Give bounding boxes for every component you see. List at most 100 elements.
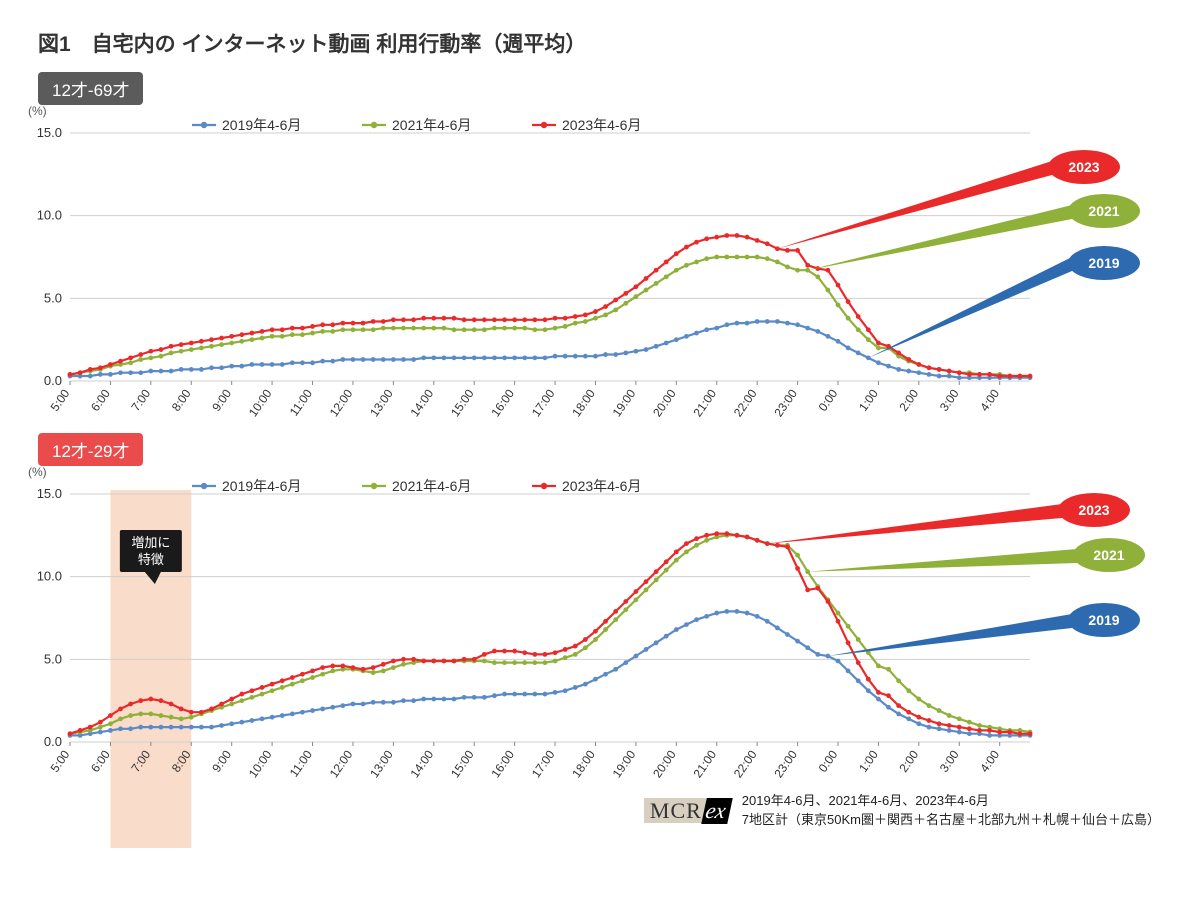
series-marker — [300, 326, 305, 331]
series-marker — [361, 702, 366, 707]
series-marker — [330, 322, 335, 327]
series-marker — [644, 276, 649, 281]
series-marker — [563, 647, 568, 652]
series-marker — [219, 365, 224, 370]
series-marker — [371, 357, 376, 362]
series-marker — [290, 711, 295, 716]
series-marker — [452, 316, 457, 321]
series-marker — [543, 355, 548, 360]
series-marker — [441, 659, 446, 664]
series-marker — [219, 336, 224, 341]
series-marker — [260, 362, 265, 367]
series-marker — [553, 659, 558, 664]
x-tick-label: 18:00 — [569, 747, 598, 780]
y-unit-label: (%) — [28, 104, 47, 118]
series-marker — [189, 715, 194, 720]
series-marker — [623, 350, 628, 355]
series-marker — [431, 316, 436, 321]
series-marker — [603, 312, 608, 317]
series-marker — [411, 657, 416, 662]
series-marker — [997, 730, 1002, 735]
series-marker — [957, 730, 962, 735]
series-marker — [785, 632, 790, 637]
series-marker — [815, 329, 820, 334]
series-marker — [98, 365, 103, 370]
series-marker — [815, 652, 820, 657]
series-marker — [68, 372, 73, 377]
series-marker — [613, 609, 618, 614]
x-tick-label: 12:00 — [327, 386, 356, 419]
series-marker — [522, 326, 527, 331]
callout-label: 2023 — [1078, 502, 1109, 518]
x-tick-label: 21:00 — [691, 386, 720, 419]
series-marker — [916, 370, 921, 375]
series-marker — [997, 374, 1002, 379]
series-marker — [371, 670, 376, 675]
series-marker — [745, 535, 750, 540]
series-marker — [320, 329, 325, 334]
series-line-s2019 — [70, 611, 1030, 735]
series-marker — [674, 251, 679, 256]
series-marker — [836, 611, 841, 616]
series-marker — [199, 367, 204, 372]
x-tick-label: 22:00 — [731, 386, 760, 419]
series-marker — [189, 347, 194, 352]
series-marker — [684, 622, 689, 627]
series-marker — [896, 367, 901, 372]
series-marker — [249, 337, 254, 342]
legend-label: 2021年4-6月 — [392, 478, 471, 494]
logo-mcr: MCR — [644, 798, 706, 823]
series-marker — [866, 677, 871, 682]
series-marker — [371, 319, 376, 324]
series-marker — [886, 693, 891, 698]
series-marker — [310, 324, 315, 329]
series-marker — [492, 660, 497, 665]
series-marker — [98, 725, 103, 730]
series-marker — [270, 334, 275, 339]
x-tick-label: 5:00 — [48, 386, 73, 413]
series-marker — [573, 685, 578, 690]
series-marker — [391, 317, 396, 322]
series-marker — [138, 370, 143, 375]
series-marker — [320, 322, 325, 327]
series-marker — [755, 319, 760, 324]
series-marker — [391, 357, 396, 362]
series-marker — [755, 538, 760, 543]
series-marker — [340, 327, 345, 332]
x-tick-label: 12:00 — [327, 747, 356, 780]
callout-pointer — [828, 614, 1072, 656]
series-marker — [138, 711, 143, 716]
series-marker — [472, 355, 477, 360]
series-marker — [472, 657, 477, 662]
series-marker — [613, 352, 618, 357]
series-marker — [775, 626, 780, 631]
series-marker — [927, 725, 932, 730]
series-marker — [441, 697, 446, 702]
series-marker — [441, 326, 446, 331]
series-marker — [78, 728, 83, 733]
series-marker — [593, 677, 598, 682]
series-marker — [431, 697, 436, 702]
x-tick-label: 5:00 — [48, 747, 73, 774]
series-marker — [148, 725, 153, 730]
series-marker — [219, 702, 224, 707]
series-marker — [684, 541, 689, 546]
y-tick-label: 0.0 — [44, 734, 62, 749]
series-marker — [603, 352, 608, 357]
series-marker — [330, 669, 335, 674]
series-marker — [310, 675, 315, 680]
series-marker — [351, 357, 356, 362]
series-marker — [704, 614, 709, 619]
series-marker — [411, 317, 416, 322]
series-marker — [805, 268, 810, 273]
series-marker — [229, 334, 234, 339]
series-marker — [108, 372, 113, 377]
x-tick-label: 23:00 — [771, 747, 800, 780]
series-marker — [179, 349, 184, 354]
series-marker — [462, 317, 467, 322]
series-marker — [169, 369, 174, 374]
series-marker — [694, 536, 699, 541]
y-tick-label: 10.0 — [37, 208, 62, 223]
series-marker — [704, 236, 709, 241]
series-marker — [270, 682, 275, 687]
